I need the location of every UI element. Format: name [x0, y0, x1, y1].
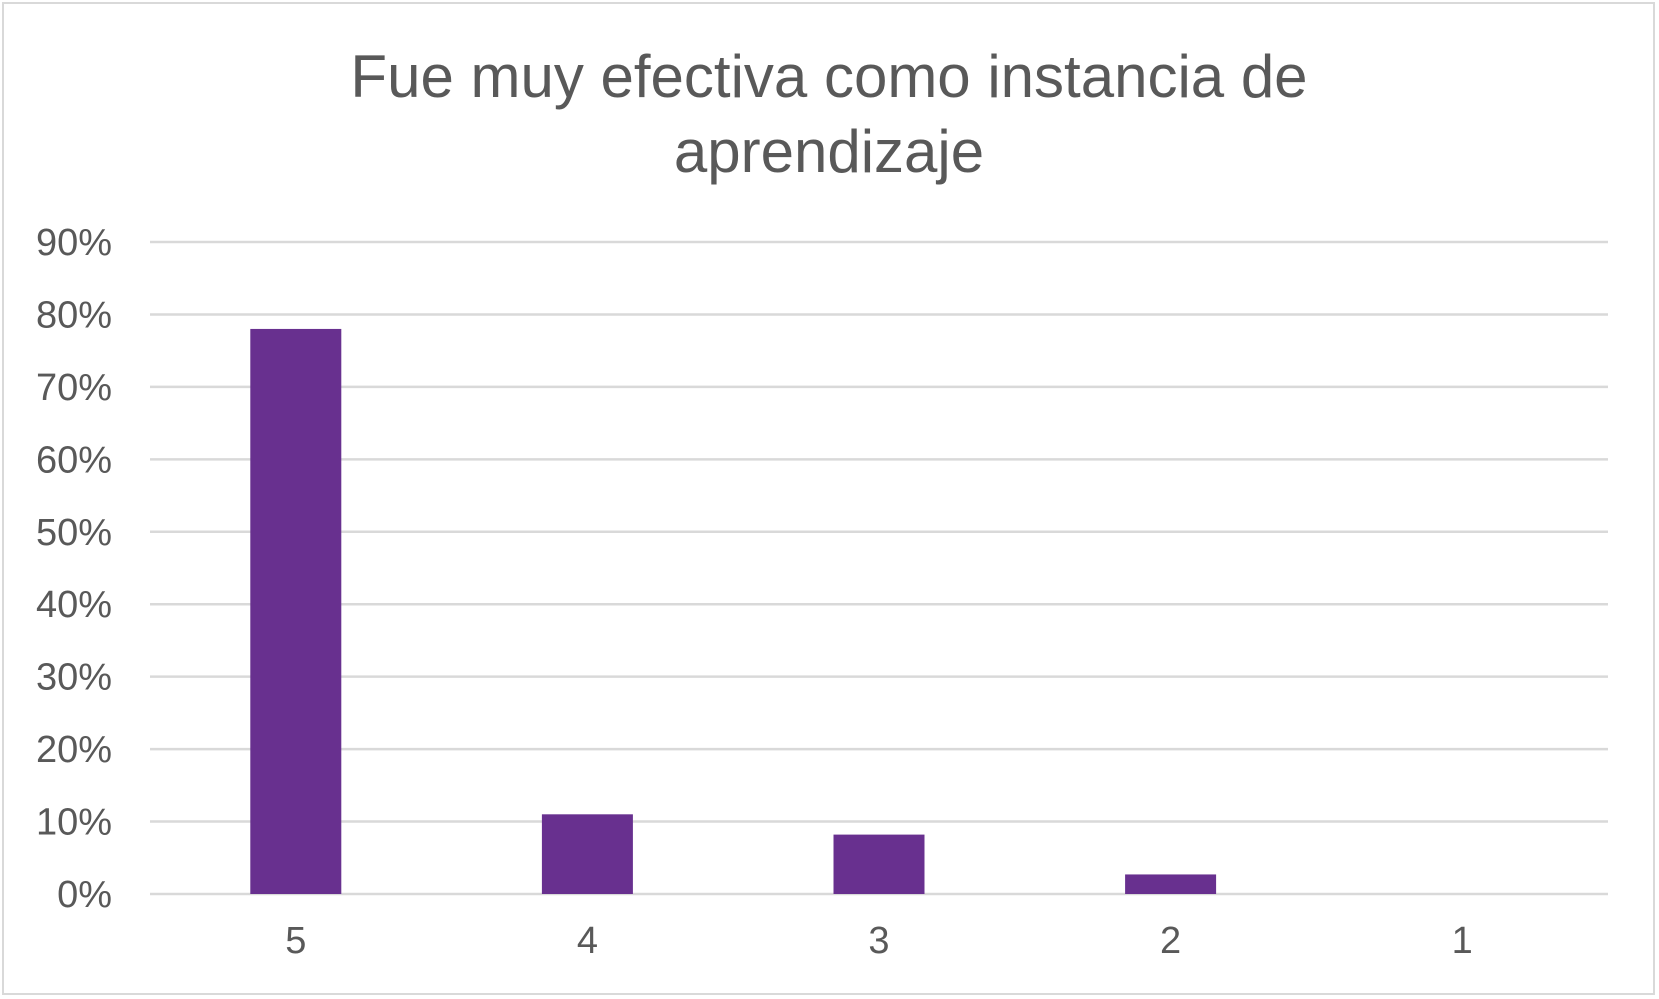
x-axis-tick-labels: 5 4 3 2 1	[285, 920, 1473, 962]
bar-4	[541, 814, 633, 894]
y-tick-label: 0%	[57, 874, 112, 916]
x-tick-label: 5	[285, 920, 306, 962]
bar-5	[250, 328, 342, 894]
y-tick-label: 60%	[36, 439, 112, 481]
y-tick-label: 50%	[36, 512, 112, 554]
chart-title: Fue muy efectiva como instancia de apren…	[350, 43, 1307, 185]
y-tick-label: 90%	[36, 222, 112, 264]
x-tick-label: 3	[868, 920, 889, 962]
chart-title-line-2: aprendizaje	[674, 118, 984, 185]
y-tick-label: 20%	[36, 729, 112, 771]
bars	[250, 328, 1217, 894]
x-tick-label: 2	[1160, 920, 1181, 962]
bar-2	[1125, 874, 1217, 894]
y-tick-label: 40%	[36, 584, 112, 626]
y-axis-tick-labels: 0% 10% 20% 30% 40% 50% 60% 70% 80% 90%	[36, 222, 112, 916]
gridlines	[150, 240, 1608, 896]
y-tick-label: 10%	[36, 802, 112, 844]
bar-3	[833, 834, 925, 894]
x-tick-label: 4	[577, 920, 598, 962]
y-tick-label: 80%	[36, 294, 112, 336]
y-tick-label: 30%	[36, 657, 112, 699]
chart-title-line-1: Fue muy efectiva como instancia de	[350, 43, 1307, 110]
x-tick-label: 1	[1452, 920, 1473, 962]
y-tick-label: 70%	[36, 367, 112, 409]
